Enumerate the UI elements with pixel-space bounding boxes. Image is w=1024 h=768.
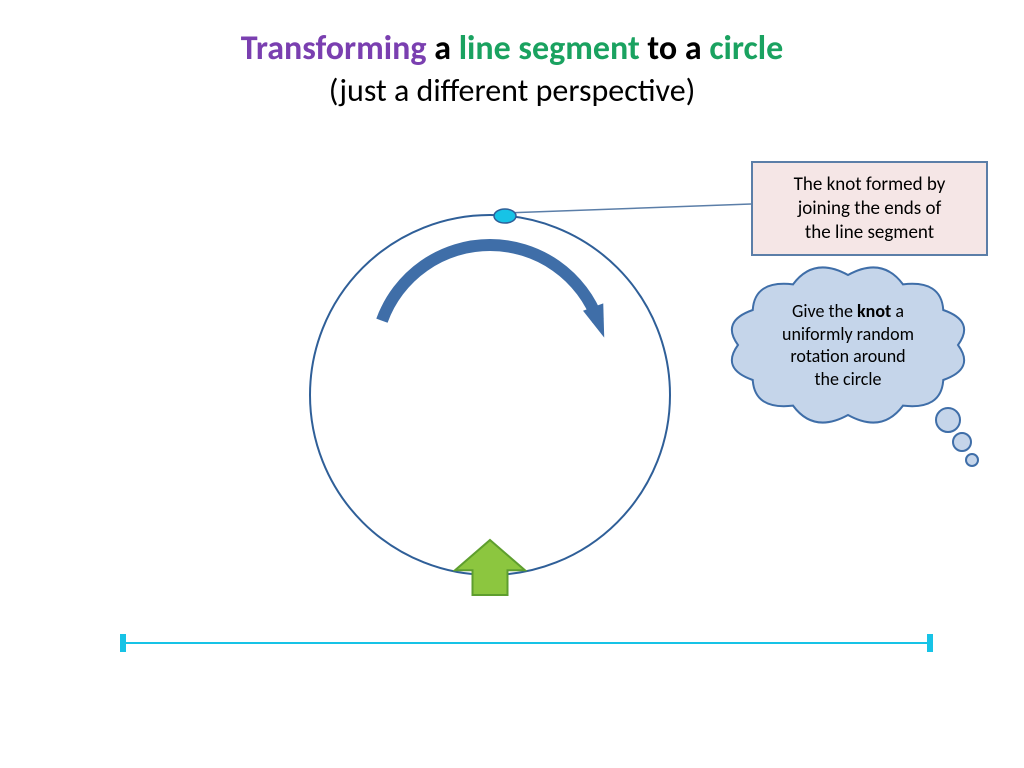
cloud-line1-bold: knot: [857, 300, 891, 322]
knot-callout-box: The knot formed by joining the ends of t…: [751, 161, 988, 256]
cloud-line4: the circle: [815, 368, 882, 390]
cloud-line1-post: a: [891, 300, 904, 322]
callout-line1: The knot formed by: [794, 173, 946, 196]
callout-line2: joining the ends of: [798, 197, 942, 220]
cloud-line1-pre: Give the: [792, 300, 857, 322]
cloud-line2: uniformly random: [782, 323, 914, 345]
cloud-text: Give the knot a uniformly random rotatio…: [758, 300, 938, 390]
cloud-line3: rotation around: [790, 345, 905, 367]
callout-line3: the line segment: [805, 221, 934, 244]
